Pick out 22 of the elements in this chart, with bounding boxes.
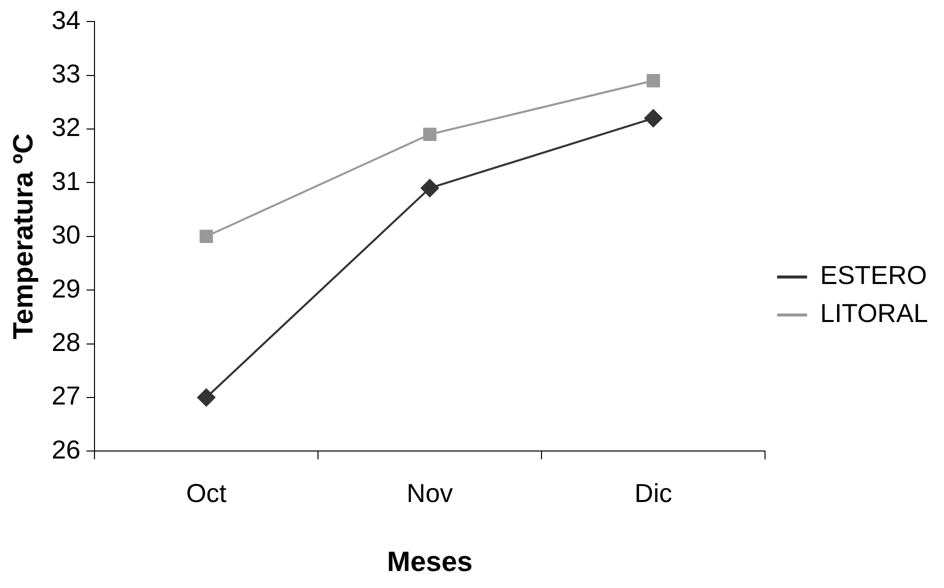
y-tick-label: 33 bbox=[52, 58, 81, 88]
x-axis-title: Meses bbox=[387, 546, 473, 577]
legend-label: ESTERO bbox=[820, 260, 928, 290]
y-tick-label: 27 bbox=[52, 380, 81, 411]
y-axis-title: Temperatura ºC bbox=[8, 134, 39, 340]
point bbox=[200, 230, 213, 244]
y-tick-label: 30 bbox=[52, 220, 81, 250]
legend-label: LITORAL bbox=[820, 298, 928, 328]
y-tick-label: 26 bbox=[52, 434, 81, 464]
point bbox=[644, 109, 662, 128]
point bbox=[420, 179, 439, 198]
point bbox=[197, 388, 216, 406]
y-tick-label: 32 bbox=[52, 112, 81, 142]
y-tick-label: 29 bbox=[52, 273, 81, 304]
y-tick-label: 34 bbox=[52, 4, 81, 35]
point bbox=[423, 128, 436, 142]
y-tick-label: 31 bbox=[52, 166, 81, 196]
point bbox=[646, 74, 660, 88]
x-tick-label: Dic bbox=[634, 478, 672, 508]
x-tick-label: Oct bbox=[186, 478, 228, 508]
y-tick-label: 28 bbox=[52, 326, 81, 357]
x-tick-label: Nov bbox=[406, 478, 453, 508]
